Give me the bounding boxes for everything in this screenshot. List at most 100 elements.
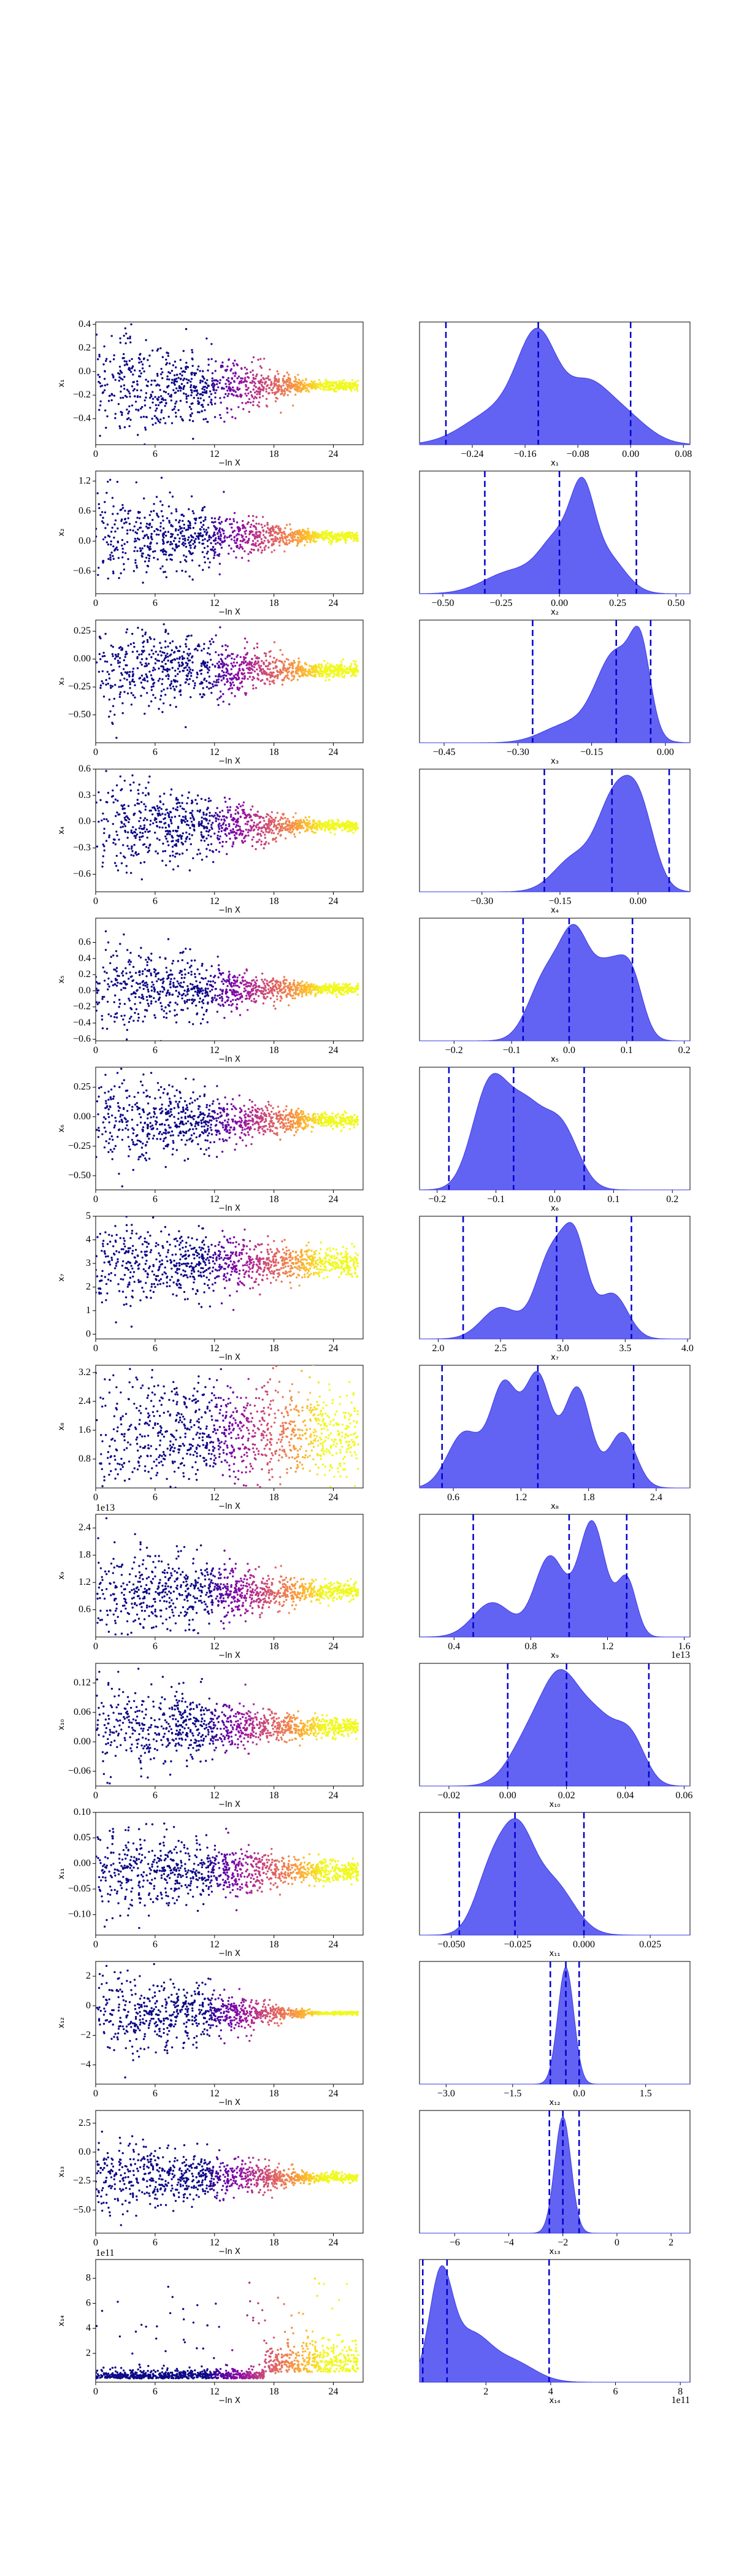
scatter-point [255,397,258,399]
scatter-point [260,665,263,667]
scatter-point [118,696,121,699]
scatter-point [238,664,241,667]
scatter-point [192,1000,195,1003]
scatter-point [199,370,201,372]
scatter-point [201,551,204,553]
scatter-point [164,835,167,838]
scatter-point [335,822,338,824]
scatter-point [281,535,283,539]
scatter-point [182,379,185,381]
scatter-point [125,631,128,634]
scatter-point [236,539,238,542]
scatter-point [169,833,171,835]
scatter-point [239,997,242,1000]
scatter-point [289,664,292,667]
scatter-point [130,993,132,995]
scatter-point [124,327,126,329]
scatter-point [120,377,122,380]
scatter-ytick-label: −0.25 [68,681,91,692]
scatter-point [186,539,190,541]
scatter-point [121,526,124,529]
scatter-point [196,411,199,413]
scatter-point [128,818,131,821]
scatter-point [341,829,343,832]
scatter-point [188,634,190,637]
scatter-point [302,529,304,531]
scatter-point [199,521,202,524]
scatter-point [185,545,188,548]
scatter-point [301,821,304,824]
scatter-point [252,684,255,687]
scatter-point [267,842,270,845]
scatter-point [197,536,199,539]
scatter-point [263,652,266,654]
scatter-point [174,543,177,546]
scatter-point [131,850,134,853]
scatter-point [104,500,106,504]
scatter-y-axis-label: x₁ [57,380,66,388]
scatter-point [126,837,129,839]
scatter-point [96,661,98,664]
scatter-point [345,672,347,675]
scatter-point [123,388,126,390]
scatter-point [125,967,127,970]
scatter-point [151,519,154,521]
scatter-point [188,575,191,578]
scatter-point [299,667,302,670]
scatter-point [218,666,221,669]
scatter-point [200,672,202,675]
scatter-point [166,653,169,655]
scatter-point [199,693,201,696]
scatter-point [250,829,252,832]
scatter-point [267,823,270,826]
scatter-point [169,969,172,972]
scatter-point [141,827,144,830]
scatter-point [181,802,183,804]
scatter-point [289,831,292,834]
scatter-point [159,529,162,532]
scatter-point [195,517,197,520]
scatter-point [253,821,256,824]
scatter-point [169,794,172,796]
scatter-point [196,794,199,797]
scatter-point [161,711,164,713]
scatter-point [180,367,183,370]
scatter-point [251,678,254,681]
scatter-point [159,1002,162,1005]
scatter-point [171,816,173,819]
scatter-point [236,533,239,535]
scatter-point [218,529,221,531]
scatter-point [215,634,217,637]
scatter-point [243,637,247,640]
scatter-point [132,673,134,675]
scatter-point [320,664,323,667]
scatter-point [251,531,254,533]
scatter-point [142,415,145,418]
scatter-point [159,526,162,528]
scatter-point [189,552,192,555]
scatter-point [99,382,101,385]
scatter-point [315,540,318,543]
scatter-point [263,819,266,822]
scatter-point [102,696,105,698]
scatter-point [261,385,264,388]
scatter-point [274,983,277,986]
scatter-point [224,992,228,995]
scatter-point [152,822,155,825]
scatter-point [223,683,226,686]
scatter-point [289,377,291,380]
scatter-point [259,365,262,367]
scatter-point [333,390,335,393]
scatter-point [118,693,121,696]
scatter-point [218,527,221,529]
scatter-point [216,662,218,665]
scatter-point [329,532,331,535]
scatter-point [214,379,217,381]
scatter-point [213,416,217,418]
scatter-point [180,383,183,385]
density-xtick-label: −0.15 [548,896,571,907]
scatter-point [296,389,299,392]
scatter-point [281,683,284,686]
scatter-point [128,392,131,395]
scatter-point [158,891,160,892]
